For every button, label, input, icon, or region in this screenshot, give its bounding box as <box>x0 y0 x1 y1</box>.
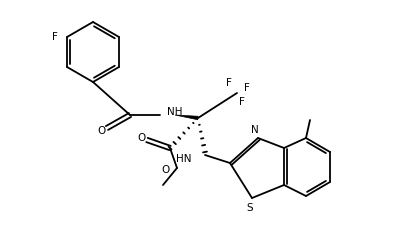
Text: F: F <box>52 32 58 42</box>
Polygon shape <box>175 115 198 120</box>
Text: NH: NH <box>166 107 182 117</box>
Text: S: S <box>246 203 253 213</box>
Text: F: F <box>239 97 244 107</box>
Text: F: F <box>226 78 231 88</box>
Text: N: N <box>251 125 258 135</box>
Text: O: O <box>138 133 146 143</box>
Text: O: O <box>161 165 170 175</box>
Text: F: F <box>243 83 249 93</box>
Text: O: O <box>98 126 106 136</box>
Text: HN: HN <box>176 154 192 164</box>
